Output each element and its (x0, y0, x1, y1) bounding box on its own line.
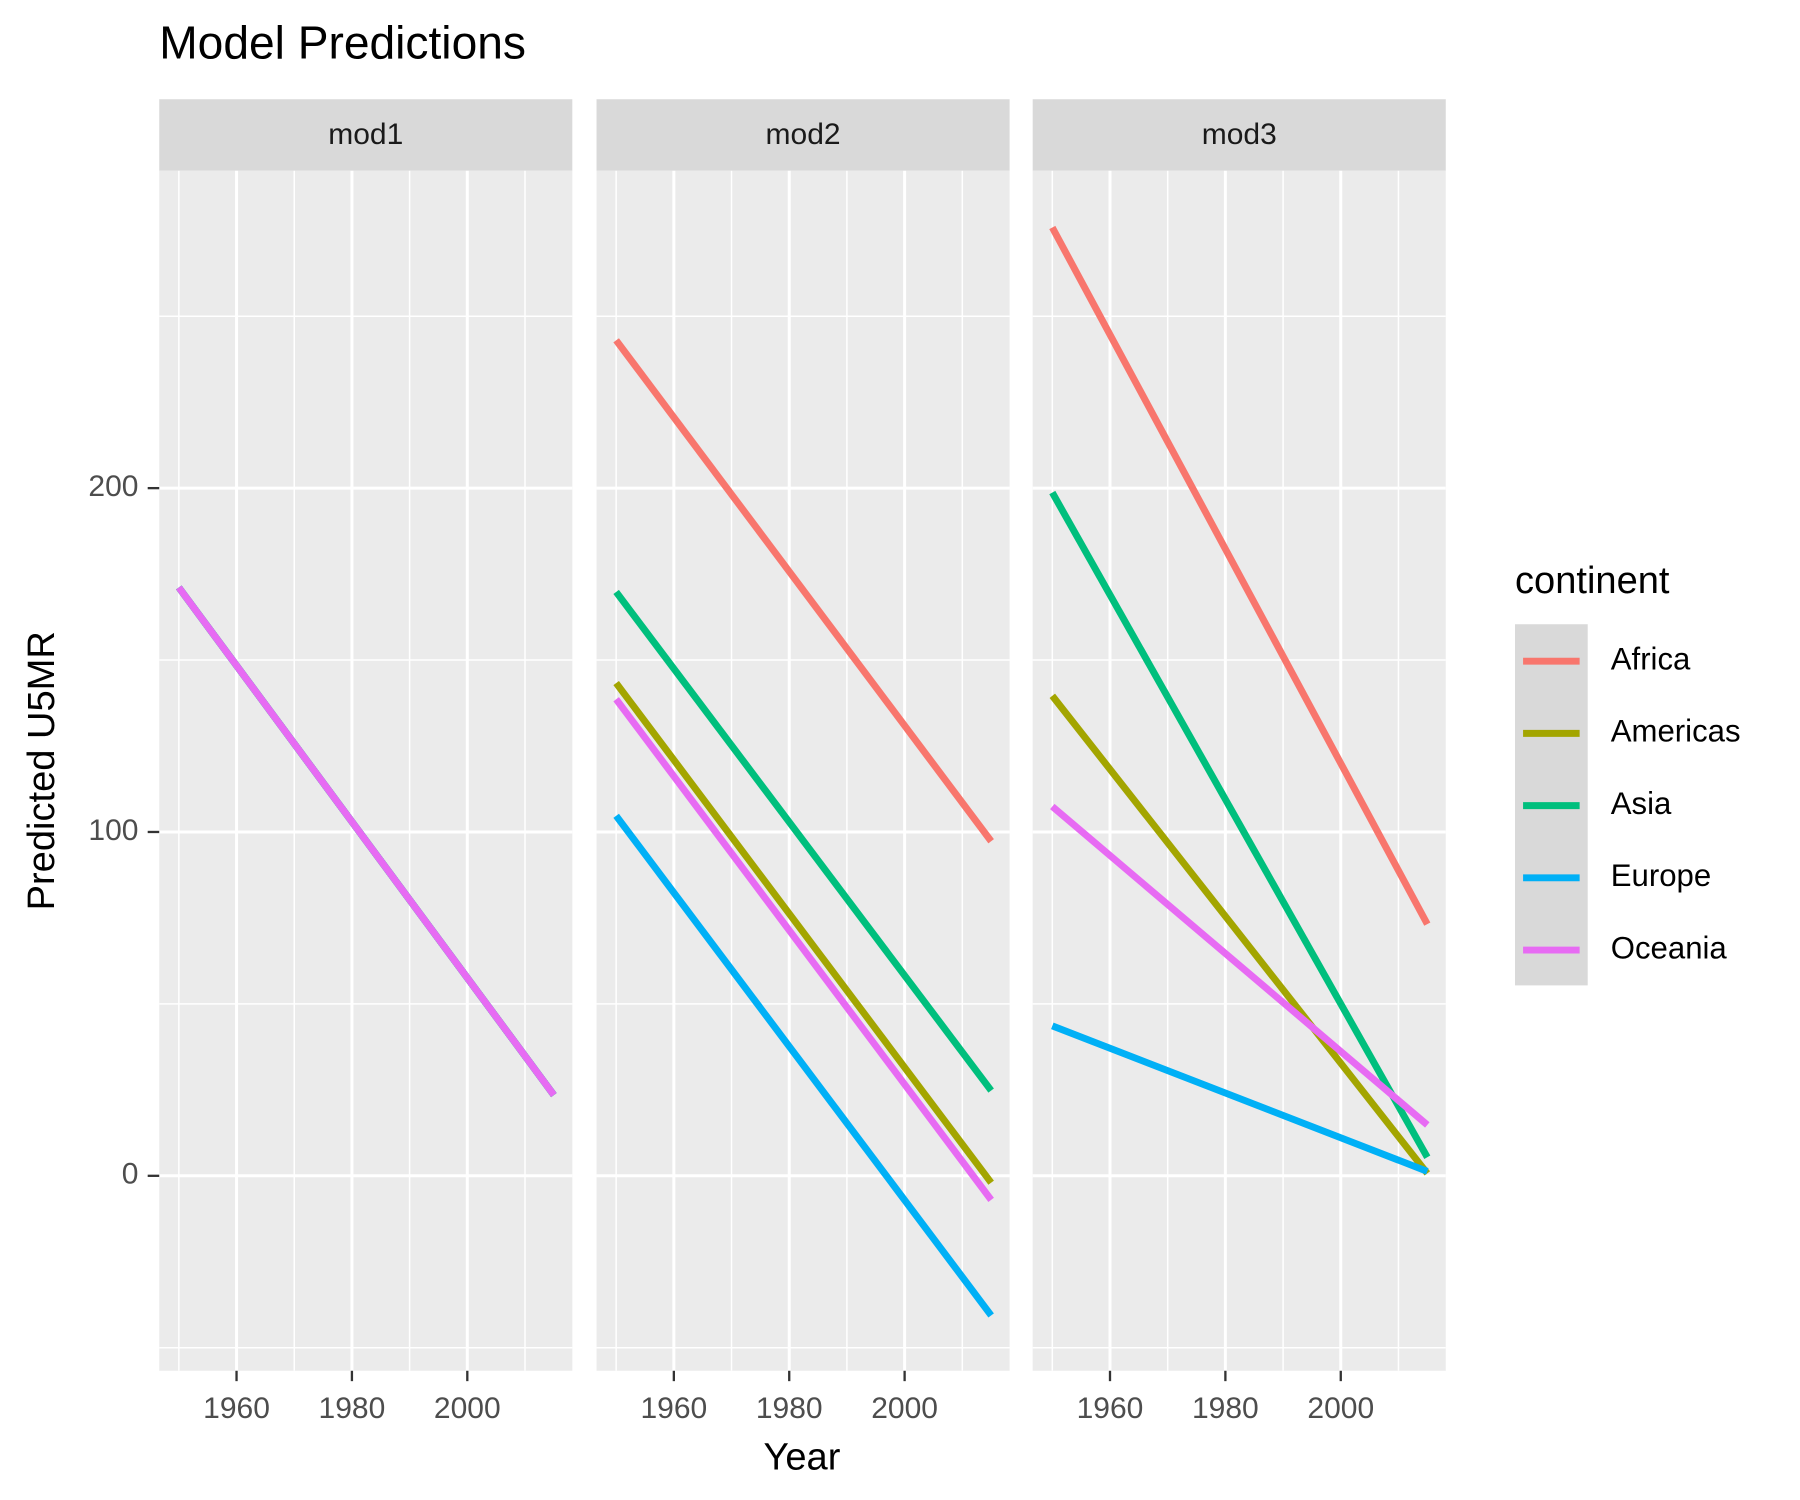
legend-label: Africa (1611, 641, 1691, 676)
series-line (1049, 490, 1431, 1159)
chart-title: Model Predictions (159, 16, 526, 68)
x-tick-label: 1960 (640, 1392, 707, 1425)
series-line (613, 697, 994, 1202)
strip (159, 99, 573, 171)
y-tick-label: 0 (122, 1158, 139, 1191)
y-tick-label: 200 (88, 470, 138, 503)
legend-label: Americas (1611, 714, 1741, 749)
x-tick-label: 2000 (1307, 1392, 1374, 1425)
x-tick-label: 1980 (319, 1392, 386, 1425)
series-line (613, 338, 994, 844)
legend-label: Asia (1611, 786, 1672, 821)
x-tick-label: 1960 (1077, 1392, 1144, 1425)
x-axis-label: Year (763, 1437, 840, 1479)
legend-label: Oceania (1611, 930, 1728, 965)
series-line (1049, 693, 1431, 1176)
strip-label: mod3 (1202, 118, 1277, 151)
series-line (176, 585, 557, 1098)
series-line (613, 589, 994, 1093)
series-line (1050, 803, 1430, 1128)
panel (596, 170, 1010, 1371)
strip-label: mod1 (328, 118, 403, 151)
strip (596, 99, 1010, 171)
x-tick-label: 1980 (756, 1392, 823, 1425)
series-line (1051, 1022, 1429, 1175)
legend-title: continent (1515, 560, 1670, 602)
x-tick-label: 1980 (1192, 1392, 1259, 1425)
x-tick-label: 1960 (203, 1392, 270, 1425)
legend-label: Europe (1611, 858, 1711, 893)
strip (1032, 99, 1446, 171)
series-line (613, 813, 994, 1318)
y-axis-label: Predicted U5MR (21, 631, 63, 910)
x-tick-label: 2000 (434, 1392, 501, 1425)
panel (1032, 170, 1446, 1371)
strip-label: mod2 (766, 118, 841, 151)
x-tick-label: 2000 (871, 1392, 938, 1425)
panel (159, 170, 573, 1371)
y-tick-label: 100 (88, 814, 138, 847)
series-line (1049, 225, 1431, 926)
series-line (613, 681, 994, 1185)
